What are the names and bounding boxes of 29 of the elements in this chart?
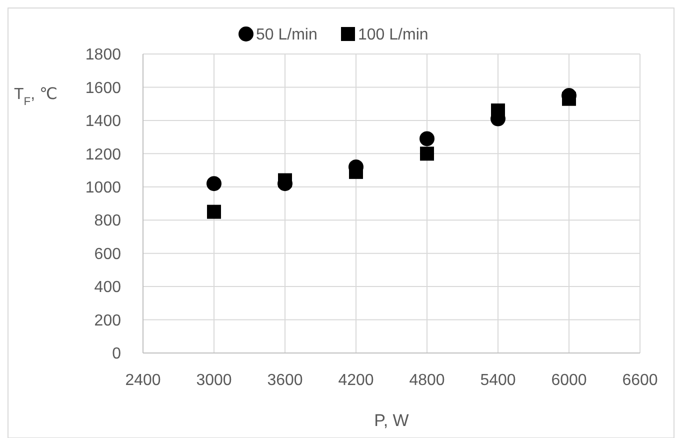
- x-tick-label: 6000: [551, 372, 587, 389]
- y-tick-label: 600: [94, 246, 122, 263]
- x-tick-label: 3600: [267, 372, 303, 389]
- x-tick-label: 4800: [409, 372, 445, 389]
- y-tick-label: 1400: [85, 113, 122, 130]
- x-tick-label: 5400: [480, 372, 516, 389]
- x-axis-title: P, W: [374, 411, 409, 430]
- point: [420, 146, 434, 161]
- y-tick-label: 1600: [85, 80, 122, 97]
- point: [207, 204, 221, 219]
- point: [278, 173, 292, 188]
- y-axis-title: T$_{F}$, ℃: [14, 86, 58, 108]
- y-tick-label: 0: [112, 346, 122, 363]
- x-tick-label: 4200: [338, 372, 374, 389]
- legend-label: 50 L/min: [256, 26, 318, 44]
- point: [420, 131, 434, 146]
- x-tick-label: 6600: [622, 372, 658, 389]
- y-tick-label: 200: [94, 312, 122, 330]
- y-tick-label: 400: [94, 279, 122, 296]
- point: [562, 92, 576, 106]
- x-tick-label: 2400: [125, 372, 161, 389]
- y-tick-label: 1200: [85, 146, 122, 164]
- y-tick-label: 800: [94, 212, 122, 230]
- y-tick-label: 1800: [85, 46, 122, 64]
- legend-label: 100 L/min: [358, 26, 428, 44]
- point: [206, 176, 222, 192]
- x-tick-label: 3000: [196, 372, 232, 389]
- point: [491, 103, 505, 118]
- y-tick-label: 1000: [85, 179, 122, 196]
